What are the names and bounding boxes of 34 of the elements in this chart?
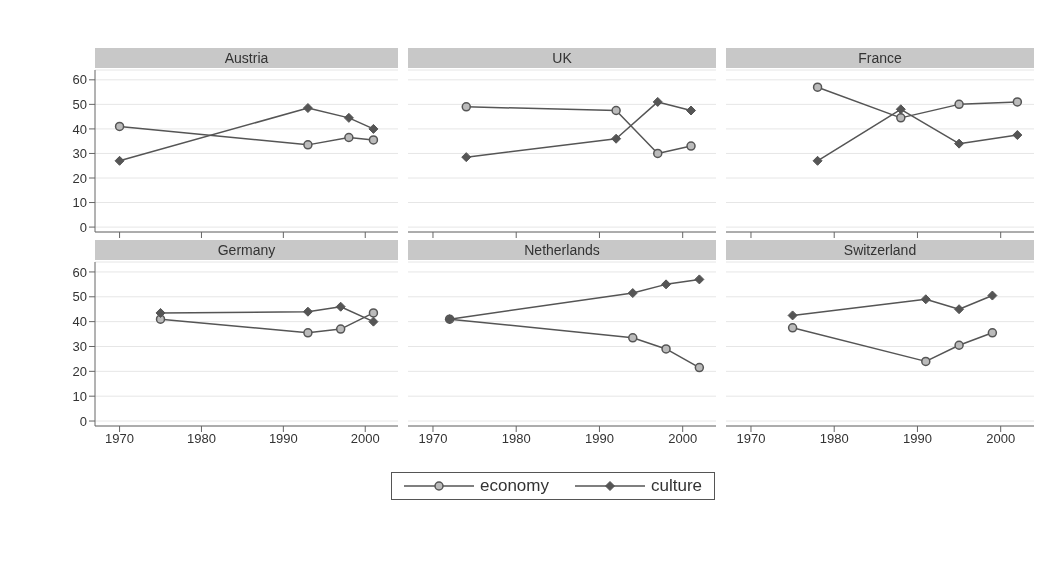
- chart-title: France: [726, 48, 1034, 68]
- y-tick-label: 20: [72, 170, 87, 186]
- y-tick-label: 40: [72, 314, 87, 330]
- y-tick-label: 30: [72, 146, 87, 162]
- x-tick-label: 1990: [585, 431, 614, 447]
- chart-title: Austria: [95, 48, 398, 68]
- x-tick-label: 1970: [736, 431, 766, 447]
- y-tick-label: 10: [72, 388, 87, 404]
- x-tick-label: 1970: [418, 431, 448, 447]
- y-tick-label: 50: [72, 289, 87, 305]
- y-tick-label: 30: [72, 339, 87, 355]
- x-tick-label: 1970: [105, 431, 135, 447]
- y-tick-label: 0: [79, 413, 87, 429]
- x-tick-label: 2000: [350, 431, 380, 447]
- chart-title: UK: [408, 48, 716, 68]
- y-tick-label: 60: [72, 72, 87, 88]
- x-tick-label: 1990: [903, 431, 932, 447]
- y-tick-label: 60: [72, 264, 87, 280]
- legend-label: culture: [650, 476, 703, 496]
- x-tick-label: 2000: [668, 431, 698, 447]
- x-tick-label: 1990: [268, 431, 298, 447]
- x-tick-label: 1980: [819, 431, 849, 447]
- y-tick-label: 10: [72, 195, 87, 211]
- y-tick-label: 0: [79, 219, 87, 235]
- legend-label: economy: [480, 476, 549, 496]
- y-tick-label: 40: [72, 121, 87, 137]
- x-tick-label: 1980: [187, 431, 216, 447]
- y-tick-label: 50: [72, 96, 87, 112]
- x-tick-label: 1980: [501, 431, 531, 447]
- x-tick-label: 2000: [986, 431, 1016, 447]
- chart-title: Germany: [95, 240, 398, 260]
- chart-title: Netherlands: [408, 240, 716, 260]
- chart-title: Switzerland: [726, 240, 1034, 260]
- y-tick-label: 20: [72, 363, 87, 379]
